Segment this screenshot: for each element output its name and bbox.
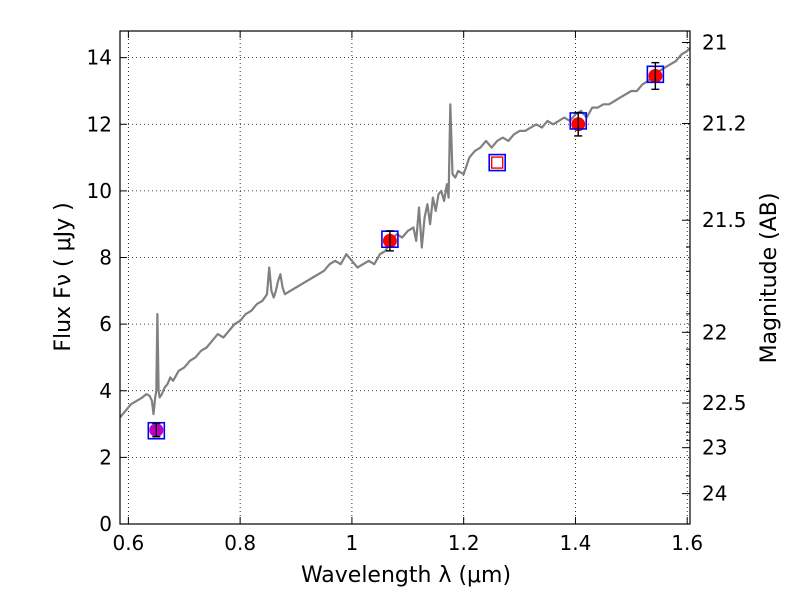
x-tick-label: 0.8 [224, 531, 256, 555]
y-tick-label: 12 [87, 112, 112, 136]
y2-tick-label: 21.5 [702, 208, 747, 232]
y2-tick-label: 21.2 [702, 112, 747, 136]
y2-axis-label: Magnitude (AB) [757, 193, 782, 364]
y-tick-label: 4 [99, 379, 112, 403]
x-tick-label: 1.6 [671, 531, 703, 555]
spectrum-line [119, 46, 691, 419]
x-tick-label: 1 [346, 531, 359, 555]
axis-tick-labels: 0.6 0.8 1 1.2 1.4 1.6024681012142121.221.5222… [87, 31, 747, 555]
y-tick-label: 8 [99, 246, 112, 270]
y2-tick-label: 24 [702, 482, 727, 506]
y-tick-label: 6 [99, 312, 112, 336]
y2-tick-label: 23 [702, 436, 727, 460]
y-tick-label: 2 [99, 445, 112, 469]
x-axis-label: Wavelength λ (μm) [301, 563, 511, 588]
x-tick-label: 0.6 [112, 531, 144, 555]
y2-tick-label: 22 [702, 320, 727, 344]
photometry-series [147, 61, 665, 440]
y-tick-label: 0 [99, 512, 112, 536]
x-tick-label: 1.2 [448, 531, 480, 555]
y-tick-label: 10 [87, 179, 112, 203]
axis-ticks [120, 31, 690, 525]
spectrum-series [119, 46, 691, 419]
y2-tick-label: 22.5 [702, 391, 747, 415]
plot-frame [119, 30, 691, 525]
y-axis-label: Flux Fν ( μJy ) [51, 202, 76, 351]
open-marker [491, 156, 504, 169]
y2-tick-label: 21 [702, 31, 727, 55]
x-tick-label: 1.4 [560, 531, 592, 555]
model-box [488, 153, 507, 172]
y-tick-label: 14 [87, 46, 112, 70]
